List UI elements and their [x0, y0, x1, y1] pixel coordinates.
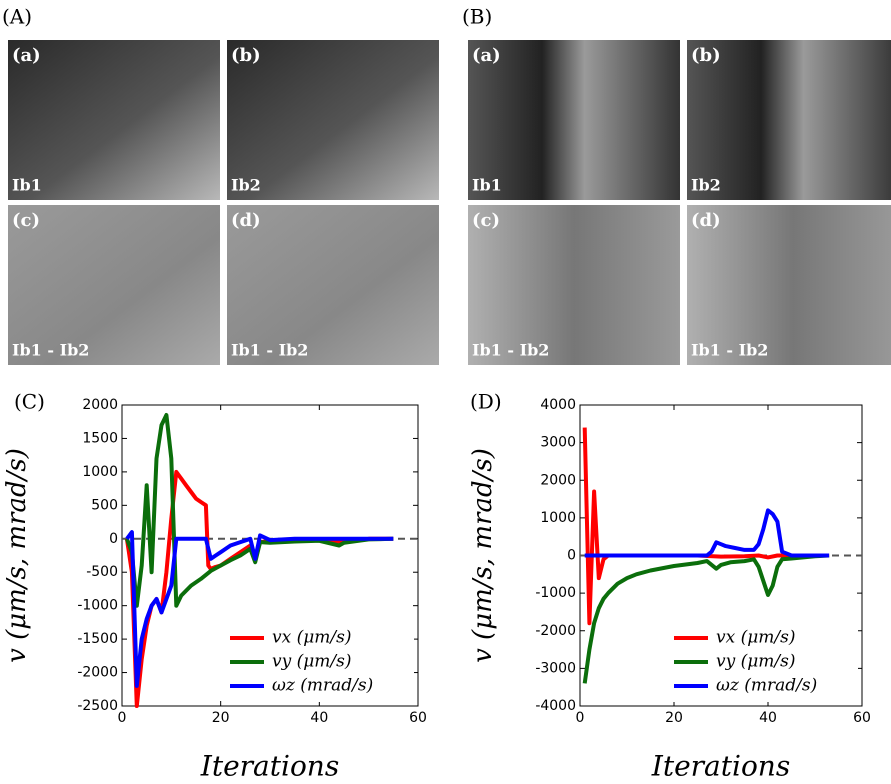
panel-caption: Ib1 - Ib2	[231, 341, 308, 360]
legend-label: vy (μm/s)	[272, 652, 352, 672]
panel-caption: Ib1 - Ib2	[691, 341, 768, 360]
panel-letter: (c)	[472, 210, 500, 231]
y-tick-label: -1000	[77, 598, 118, 614]
panel-letter: (d)	[231, 210, 261, 231]
x-axis-label: Iterations	[200, 750, 339, 783]
series-line	[125, 530, 394, 688]
panel-caption: Ib1 - Ib2	[472, 341, 549, 360]
panel-letter: (a)	[472, 45, 501, 66]
image-panel	[468, 40, 680, 200]
x-tick-label: 40	[310, 710, 328, 726]
y-tick-label: 0	[567, 548, 576, 564]
panel-label: (C)	[14, 390, 45, 414]
y-tick-label: -3000	[535, 660, 576, 676]
y-tick-label: -500	[86, 564, 118, 580]
legend-label: vx (μm/s)	[716, 628, 795, 648]
panel-letter: (d)	[691, 210, 721, 231]
image-panel	[687, 205, 891, 365]
y-tick-label: -2500	[77, 698, 118, 714]
y-tick-label: 0	[109, 531, 118, 547]
legend-label: vx (μm/s)	[272, 628, 351, 648]
panel-caption: Ib2	[691, 176, 721, 195]
panel-caption: Ib1	[472, 176, 502, 195]
image-panel	[468, 205, 680, 365]
x-tick-label: 60	[409, 710, 427, 726]
legend-label: ωz (mrad/s)	[272, 676, 373, 696]
x-tick-label: 0	[118, 710, 127, 726]
y-tick-label: -1000	[535, 585, 576, 601]
series-line	[584, 508, 830, 558]
y-axis-label: v (μm/s, mrad/s)	[2, 448, 32, 663]
x-tick-label: 20	[212, 710, 230, 726]
x-tick-label: 60	[853, 710, 871, 726]
image-panel	[687, 40, 891, 200]
series-line	[125, 413, 394, 608]
y-tick-label: 1000	[82, 464, 118, 480]
image-panel	[8, 205, 220, 365]
x-tick-label: 0	[576, 710, 585, 726]
legend-label: ωz (mrad/s)	[716, 676, 817, 696]
y-tick-label: -4000	[535, 698, 576, 714]
y-tick-label: 2000	[82, 397, 118, 413]
panel-letter: (a)	[12, 45, 41, 66]
y-tick-label: 1000	[540, 510, 576, 526]
group-label: (A)	[2, 5, 32, 29]
y-tick-label: -2000	[535, 623, 576, 639]
panel-caption: Ib2	[231, 176, 261, 195]
image-panel	[8, 40, 220, 200]
y-tick-label: -2000	[77, 665, 118, 681]
x-tick-label: 20	[665, 710, 683, 726]
y-tick-label: 1500	[82, 430, 118, 446]
x-axis-label: Iterations	[651, 750, 790, 783]
y-tick-label: 4000	[540, 397, 576, 413]
y-tick-label: 500	[91, 497, 118, 513]
panel-caption: Ib1	[12, 176, 42, 195]
image-panel	[227, 40, 439, 200]
y-tick-label: 2000	[540, 472, 576, 488]
group-label: (B)	[462, 5, 492, 29]
x-tick-label: 40	[759, 710, 777, 726]
panel-letter: (c)	[12, 210, 40, 231]
y-tick-label: -1500	[77, 631, 118, 647]
image-panel	[227, 205, 439, 365]
y-tick-label: 3000	[540, 435, 576, 451]
panel-letter: (b)	[231, 45, 261, 66]
legend-label: vy (μm/s)	[716, 652, 796, 672]
panel-letter: (b)	[691, 45, 721, 66]
series-line	[582, 553, 830, 684]
y-axis-label: v (μm/s, mrad/s)	[468, 448, 498, 663]
panel-caption: Ib1 - Ib2	[12, 341, 89, 360]
panel-label: (D)	[470, 390, 502, 414]
